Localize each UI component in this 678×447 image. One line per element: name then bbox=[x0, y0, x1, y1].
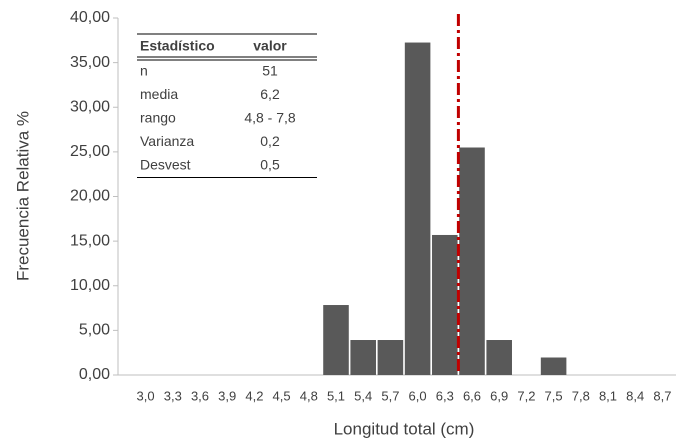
table-cell: rango bbox=[140, 110, 176, 126]
bar bbox=[377, 340, 404, 375]
x-tick-label: 8,1 bbox=[599, 388, 617, 403]
table-cell: 0,5 bbox=[260, 157, 280, 173]
x-tick-label: 8,7 bbox=[653, 388, 671, 403]
y-tick-label: 20,00 bbox=[70, 188, 110, 205]
x-tick-label: 4,8 bbox=[300, 388, 318, 403]
y-tick-label: 10,00 bbox=[70, 277, 110, 294]
x-tick-label: 7,8 bbox=[572, 388, 590, 403]
table-header: valor bbox=[253, 38, 287, 54]
x-axis-label: Longitud total (cm) bbox=[334, 419, 475, 438]
bar bbox=[432, 234, 458, 375]
table-cell: n bbox=[140, 63, 148, 79]
x-tick-label: 3,6 bbox=[191, 388, 209, 403]
x-tick-label: 4,5 bbox=[273, 388, 291, 403]
y-tick-label: 5,00 bbox=[79, 322, 110, 339]
x-tick-label: 5,4 bbox=[354, 388, 372, 403]
y-tick-label: 40,00 bbox=[70, 9, 110, 26]
x-tick-label: 6,9 bbox=[490, 388, 508, 403]
y-tick-label: 35,00 bbox=[70, 54, 110, 71]
x-tick-label: 3,3 bbox=[164, 388, 182, 403]
bar bbox=[486, 340, 512, 375]
y-axis-label: Frecuencia Relativa % bbox=[13, 111, 32, 281]
bar bbox=[540, 357, 567, 375]
x-tick-label: 8,4 bbox=[626, 388, 644, 403]
table-cell: media bbox=[140, 86, 178, 102]
bar bbox=[323, 305, 349, 375]
x-tick-label: 6,0 bbox=[409, 388, 427, 403]
y-tick-label: 15,00 bbox=[70, 232, 110, 249]
x-tick-label: 3,0 bbox=[137, 388, 155, 403]
x-tick-label: 7,5 bbox=[545, 388, 563, 403]
x-tick-label: 3,9 bbox=[218, 388, 236, 403]
table-cell: 6,2 bbox=[260, 86, 280, 102]
table-header: Estadístico bbox=[140, 38, 215, 54]
y-tick-label: 30,00 bbox=[70, 98, 110, 115]
x-tick-label: 6,3 bbox=[436, 388, 454, 403]
x-tick-label: 5,7 bbox=[381, 388, 399, 403]
bar bbox=[404, 42, 431, 375]
bar bbox=[459, 147, 485, 375]
table-cell: 0,2 bbox=[260, 133, 280, 149]
bar bbox=[350, 340, 376, 375]
x-tick-label: 7,2 bbox=[517, 388, 535, 403]
table-cell: Varianza bbox=[140, 133, 194, 149]
x-tick-label: 6,6 bbox=[463, 388, 481, 403]
y-tick-label: 0,00 bbox=[79, 366, 110, 383]
table-cell: 4,8 - 7,8 bbox=[244, 110, 296, 126]
y-tick-label: 25,00 bbox=[70, 143, 110, 160]
table-cell: Desvest bbox=[140, 157, 191, 173]
table-cell: 51 bbox=[262, 63, 278, 79]
x-tick-label: 4,2 bbox=[245, 388, 263, 403]
x-tick-label: 5,1 bbox=[327, 388, 345, 403]
